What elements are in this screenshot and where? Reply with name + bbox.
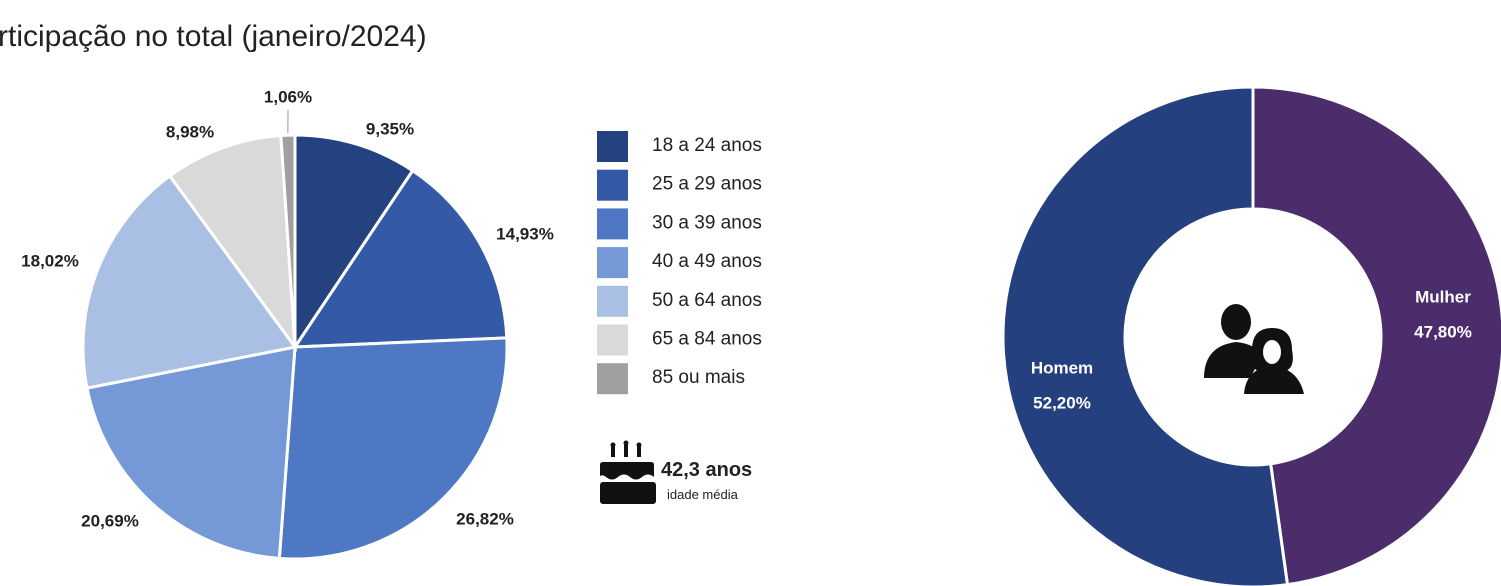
legend-label: 85 ou mais [652, 367, 745, 388]
icon-body [1244, 366, 1304, 394]
legend-swatch [597, 247, 628, 279]
pie-slice [292, 168, 509, 349]
legend-label: 65 a 84 anos [652, 329, 762, 350]
icon-face [1263, 340, 1281, 364]
legend-swatch [597, 169, 628, 201]
people-icon [1204, 304, 1304, 394]
legend-swatch [597, 324, 628, 356]
donut-slice [1251, 85, 1501, 586]
data-label: 1,06% [264, 87, 312, 106]
legend-swatch [597, 208, 628, 240]
legend-label: 25 a 29 anos [652, 174, 762, 195]
slice-name: Homem [1031, 358, 1093, 377]
legend-swatch [597, 363, 628, 395]
icon-body [1204, 342, 1262, 378]
data-label: 47,80% [1414, 322, 1472, 341]
data-label: 9,35% [366, 119, 414, 138]
legend-label: 50 a 64 anos [652, 290, 762, 311]
pie-slice [293, 133, 415, 352]
data-label: 26,82% [456, 509, 514, 528]
data-label: 52,20% [1033, 393, 1091, 412]
annotation: 42,3 anos [661, 459, 752, 481]
pie-slice [279, 133, 297, 348]
data-label: 18,02% [21, 251, 79, 270]
icon-head [1221, 304, 1251, 340]
pie-slice [277, 336, 509, 561]
pie-slice [167, 133, 297, 353]
legend-label: 40 a 49 anos [652, 251, 762, 272]
data-label: 14,93% [496, 224, 554, 243]
slice-name: Mulher [1415, 287, 1471, 306]
chart-title: rticipação no total (janeiro/2024) [0, 20, 427, 53]
legend-swatch [597, 285, 628, 317]
legend-label: 30 a 39 anos [652, 212, 762, 233]
pie-slice [81, 173, 298, 390]
annotation: idade média [667, 487, 739, 502]
legend-label: 18 a 24 anos [652, 135, 762, 156]
cake-icon [600, 440, 656, 504]
donut-slice [1001, 85, 1290, 586]
data-label: 20,69% [81, 511, 139, 530]
data-label: 8,98% [166, 122, 214, 141]
pie-slice [85, 345, 297, 561]
legend-swatch [597, 131, 628, 162]
